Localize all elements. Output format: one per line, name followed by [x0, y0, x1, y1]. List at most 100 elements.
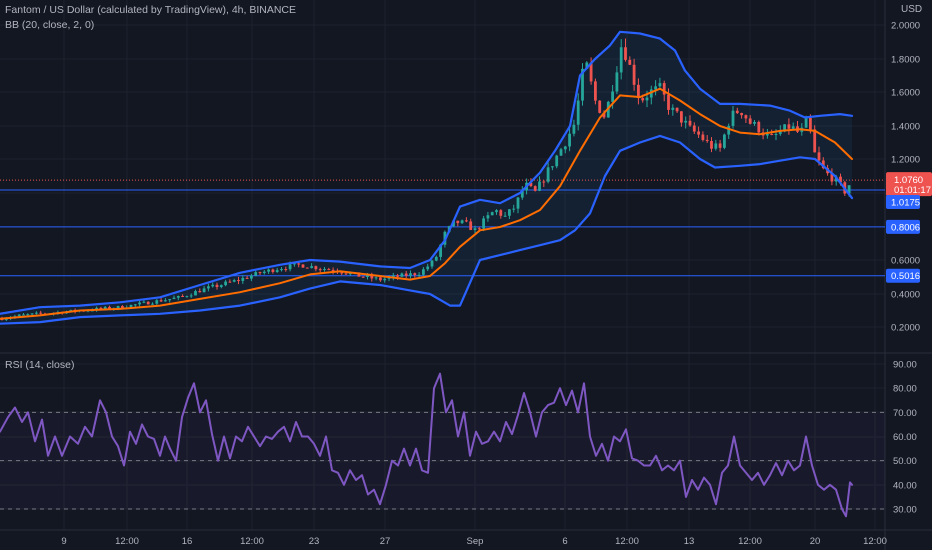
- candle-body: [146, 301, 150, 305]
- candle-body: [297, 263, 301, 265]
- candle-body: [400, 273, 404, 277]
- candle-body: [4, 318, 8, 320]
- bollinger-legend[interactable]: BB (20, close, 2, 0): [5, 19, 95, 31]
- candle-body: [568, 133, 571, 147]
- candle-body: [271, 269, 275, 272]
- candle-body: [809, 117, 812, 130]
- time-tick-label: 6: [562, 536, 567, 547]
- candle-body: [151, 303, 154, 305]
- candle-body: [563, 146, 567, 150]
- candle-body: [305, 267, 309, 269]
- candle-body: [546, 167, 550, 182]
- candle-body: [237, 280, 240, 282]
- candle-body: [245, 277, 249, 279]
- candle-body: [142, 301, 146, 303]
- currency-label[interactable]: USD: [901, 4, 923, 15]
- candle-body: [26, 314, 30, 316]
- candle-body: [456, 220, 460, 224]
- candle-body: [357, 272, 361, 277]
- level-tag: [886, 268, 920, 283]
- candle-body: [133, 304, 137, 306]
- level-tag: [886, 219, 920, 234]
- bollinger-band-fill: [0, 31, 852, 324]
- candle-body: [17, 314, 21, 317]
- candle-body: [619, 47, 623, 73]
- candle-body: [508, 209, 511, 216]
- time-tick-label: 13: [684, 536, 695, 547]
- candle-body: [520, 190, 524, 198]
- candle-body: [361, 276, 365, 278]
- current-price-countdown: 01:01:17: [894, 185, 931, 196]
- time-tick-label: 12:00: [615, 536, 639, 547]
- candle-body: [344, 273, 348, 275]
- candle-body: [770, 134, 774, 136]
- candle-body: [499, 210, 503, 216]
- candle-body: [581, 68, 584, 101]
- candle-body: [576, 100, 580, 125]
- candle-body: [202, 288, 206, 293]
- candle-body: [774, 133, 778, 135]
- candle-body: [516, 197, 520, 209]
- candle-body: [215, 284, 219, 288]
- candle-body: [348, 272, 352, 275]
- candle-body: [555, 155, 559, 167]
- candle-body: [280, 269, 283, 271]
- rsi-tick-label: 50.00: [893, 456, 917, 467]
- candle-body: [602, 112, 606, 118]
- candle-body: [228, 281, 232, 283]
- candle-body: [692, 125, 696, 132]
- candle-body: [340, 272, 344, 274]
- candle-body: [116, 306, 120, 309]
- candle-body: [744, 115, 748, 119]
- candle-body: [667, 94, 670, 110]
- time-tick-label: 12:00: [863, 536, 887, 547]
- candle-body: [460, 220, 464, 224]
- candle-body: [176, 296, 180, 298]
- candle-body: [396, 275, 399, 277]
- candle-body: [529, 182, 533, 187]
- symbol-title[interactable]: Fantom / US Dollar (calculated by Tradin…: [5, 4, 297, 16]
- candle-body: [714, 143, 718, 149]
- candle-body: [671, 107, 675, 110]
- candle-body: [727, 125, 731, 135]
- candle-body: [318, 269, 322, 271]
- candle-body: [164, 300, 167, 302]
- candle-body: [598, 100, 602, 113]
- candle-body: [503, 215, 507, 217]
- candle-body: [434, 256, 438, 261]
- candle-body: [314, 266, 318, 270]
- candle-body: [241, 277, 245, 281]
- candle-body: [735, 110, 739, 114]
- time-tick-label: 23: [309, 536, 320, 547]
- candle-body: [637, 84, 640, 99]
- price-tick-label: 0.4000: [891, 290, 920, 301]
- candle-body: [224, 281, 227, 286]
- rsi-tick-label: 80.00: [893, 384, 917, 395]
- price-axis[interactable]: 2.0000 1.8000 1.6000 1.4000 1.2000 0.6000 0.40…: [61, 21, 920, 548]
- candle-body: [439, 244, 442, 257]
- candle-body: [370, 275, 374, 279]
- candle-body: [417, 274, 421, 276]
- candle-body: [710, 141, 713, 149]
- candle-body: [589, 62, 593, 82]
- rsi-legend[interactable]: RSI (14, close): [5, 359, 75, 371]
- candle-body: [194, 291, 197, 296]
- candle-body: [366, 275, 369, 278]
- price-tick-label: 0.6000: [891, 256, 920, 267]
- rsi-tick-label: 60.00: [893, 432, 917, 443]
- horizontal-levels: [0, 179, 885, 277]
- candle-body: [783, 124, 786, 132]
- candle-body: [404, 273, 408, 276]
- candle-body: [250, 275, 253, 279]
- level-tag-value: 0.5016: [891, 271, 920, 282]
- candle-body: [211, 284, 215, 287]
- candle-body: [748, 118, 752, 124]
- candle-body: [469, 221, 473, 231]
- candle-body: [121, 306, 124, 309]
- candle-body: [254, 272, 258, 276]
- candle-body: [701, 134, 705, 140]
- candle-body: [288, 264, 292, 270]
- candle-body: [632, 64, 636, 85]
